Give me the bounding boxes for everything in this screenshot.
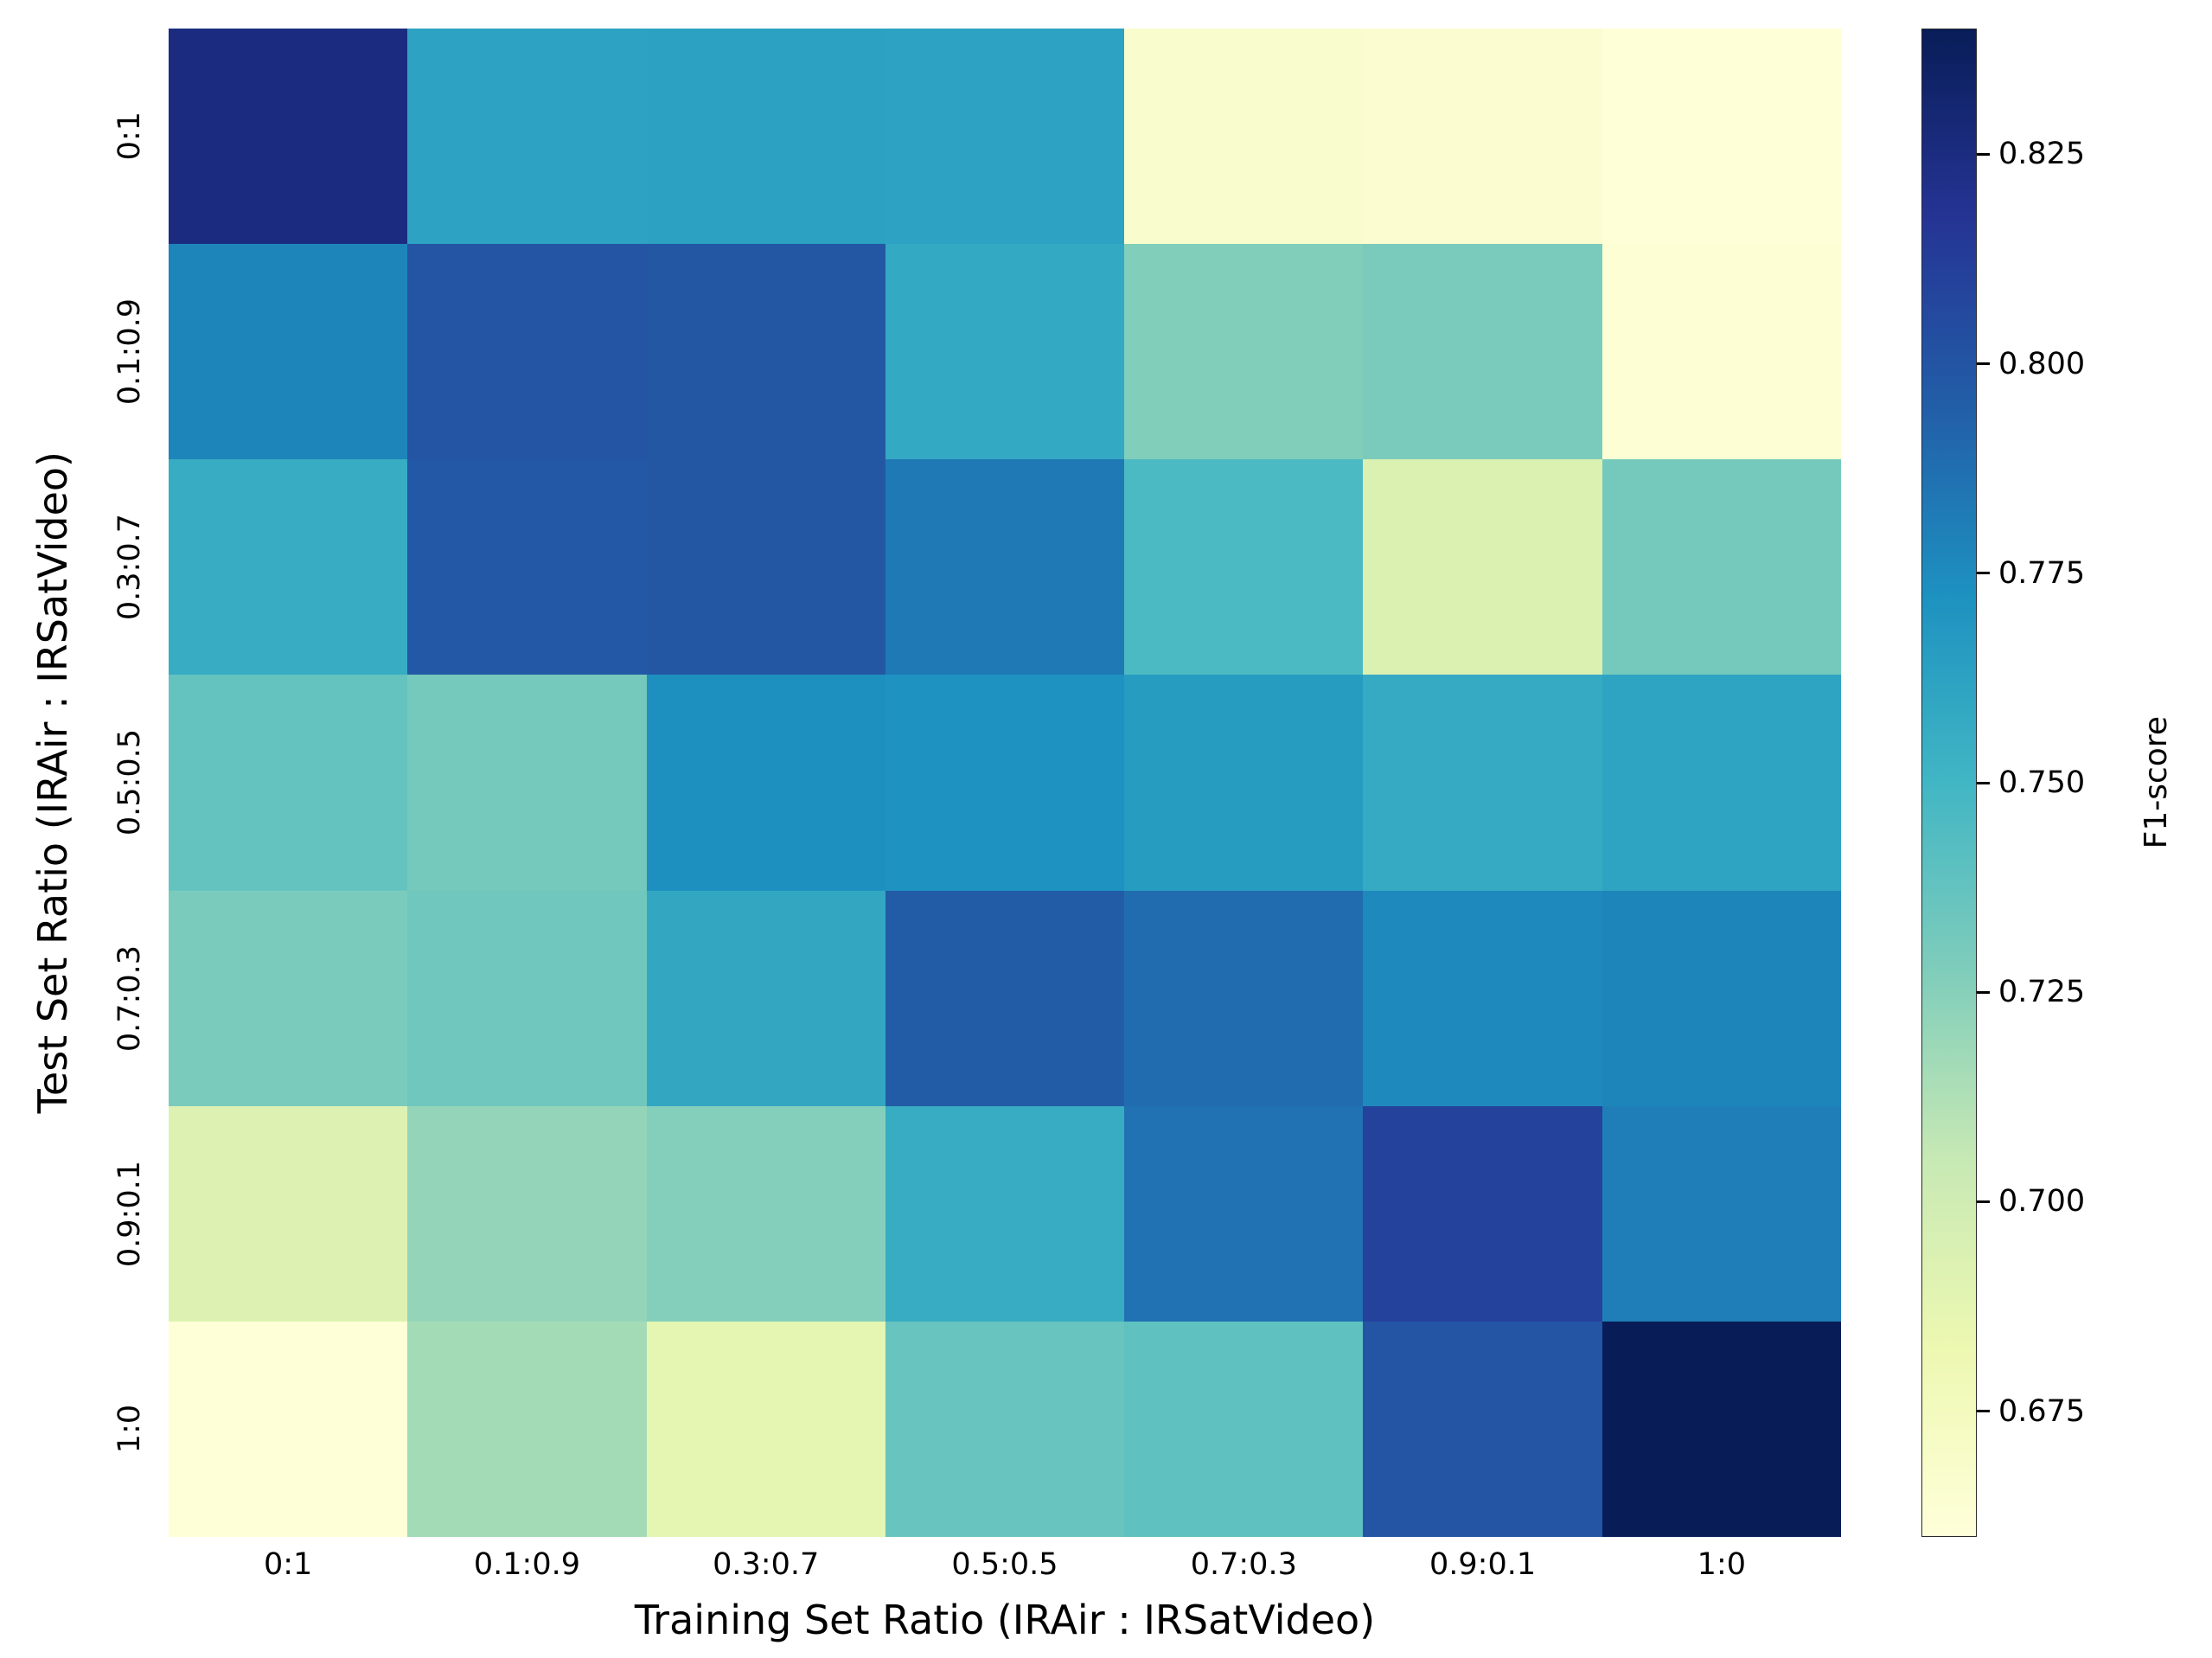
- heatmap-cell: [885, 459, 1125, 675]
- heatmap-cell: [1601, 1321, 1841, 1537]
- colorbar-tick-mark: [1977, 362, 1990, 366]
- heatmap-cell: [169, 459, 408, 675]
- heatmap-cell: [407, 1321, 647, 1537]
- x-tick-label: 0:1: [263, 1547, 313, 1582]
- heatmap-cell: [885, 675, 1125, 891]
- heatmap-cell: [169, 675, 408, 891]
- heatmap-cell: [646, 1105, 885, 1322]
- heatmap-cell: [1363, 1321, 1602, 1537]
- x-tick-labels: 0:1 0.1:0.9 0.3:0.7 0.5:0.5 0.7:0.3 0.9:0.1 1:…: [169, 1547, 1841, 1589]
- heatmap-cell: [407, 890, 647, 1106]
- heatmap-cell: [1601, 244, 1841, 460]
- heatmap-cell: [1601, 1105, 1841, 1322]
- heatmap-cell: [885, 1321, 1125, 1537]
- y-tick-label: 1:0: [112, 1405, 147, 1454]
- colorbar-ticks: 0.675 0.700 0.725 0.750 0.775 0.800 0.825: [1977, 29, 2124, 1537]
- heatmap-cell: [1363, 459, 1602, 675]
- colorbar-tick-label: 0.775: [1998, 555, 2086, 591]
- colorbar-tick: 0.800: [1977, 347, 2085, 381]
- heatmap-cell: [407, 244, 647, 460]
- heatmap-cell: [407, 459, 647, 675]
- y-tick-labels: 0:1 0.1:0.9 0.3:0.7 0.5:0.5 0.7:0.3 0.9:0.1 1:…: [102, 29, 157, 1537]
- heatmap-cell: [407, 29, 647, 245]
- colorbar-tick: 0.700: [1977, 1184, 2085, 1219]
- x-tick-label: 0.9:0.1: [1429, 1547, 1537, 1582]
- colorbar-tick-label: 0.725: [1998, 975, 2086, 1010]
- heatmap-cell: [1363, 890, 1602, 1106]
- heatmap-cell: [169, 244, 408, 460]
- colorbar-label-text: F1-score: [2138, 716, 2174, 849]
- y-tick-label: 0:1: [112, 112, 147, 161]
- heatmap-cell: [646, 29, 885, 245]
- colorbar-tick-mark: [1977, 152, 1990, 156]
- heatmap-cell: [1601, 29, 1841, 245]
- heatmap-cell: [1363, 244, 1602, 460]
- x-tick-label: 0.5:0.5: [951, 1547, 1058, 1582]
- y-tick-label: 0.7:0.3: [112, 944, 147, 1052]
- colorbar-tick-mark: [1977, 1410, 1990, 1413]
- heatmap-cell: [1363, 29, 1602, 245]
- colorbar-tick-mark: [1977, 1200, 1990, 1203]
- heatmap-cell: [885, 1105, 1125, 1322]
- heatmap-cell: [407, 1105, 647, 1322]
- heatmap-cell: [169, 890, 408, 1106]
- colorbar-tick-label: 0.800: [1998, 346, 2086, 381]
- colorbar-tick: 0.675: [1977, 1394, 2085, 1429]
- x-tick-label: 0.1:0.9: [473, 1547, 580, 1582]
- colorbar-label: F1-score: [2134, 29, 2177, 1537]
- colorbar-tick-label: 0.750: [1998, 765, 2086, 800]
- heatmap-cell: [1363, 1105, 1602, 1322]
- y-tick-label: 0.9:0.1: [112, 1160, 147, 1267]
- y-axis-label-text: Test Set Ratio (IRAir : IRSatVideo): [29, 451, 76, 1114]
- colorbar-tick-label: 0.825: [1998, 137, 2086, 172]
- heatmap-cell: [646, 244, 885, 460]
- colorbar-tick: 0.775: [1977, 556, 2085, 591]
- x-axis-label: Training Set Ratio (IRAir : IRSatVideo): [634, 1597, 1376, 1643]
- colorbar-tick: 0.725: [1977, 975, 2085, 1009]
- heatmap-cell: [169, 1105, 408, 1322]
- colorbar-tick-label: 0.675: [1998, 1393, 2086, 1429]
- colorbar-tick-mark: [1977, 572, 1990, 575]
- heatmap-cell: [1124, 244, 1364, 460]
- x-tick-label: 0.3:0.7: [713, 1547, 820, 1582]
- heatmap-cell: [885, 890, 1125, 1106]
- y-tick-label: 0.5:0.5: [112, 729, 147, 836]
- heatmap-cell: [1601, 890, 1841, 1106]
- colorbar: [1921, 29, 1977, 1537]
- heatmap-cell: [1124, 29, 1364, 245]
- heatmap-cell: [1124, 675, 1364, 891]
- heatmap-cell: [1124, 1321, 1364, 1537]
- heatmap-cell: [1124, 459, 1364, 675]
- colorbar-tick: 0.825: [1977, 137, 2085, 171]
- colorbar-tick: 0.750: [1977, 765, 2085, 800]
- colorbar-tick-label: 0.700: [1998, 1184, 2086, 1219]
- heatmap-cell: [407, 675, 647, 891]
- colorbar-tick-mark: [1977, 781, 1990, 784]
- heatmap-cell: [646, 459, 885, 675]
- heatmap-cell: [646, 890, 885, 1106]
- heatmap-cell: [646, 1321, 885, 1537]
- heatmap-cell: [885, 244, 1125, 460]
- y-axis-label: Test Set Ratio (IRAir : IRSatVideo): [24, 29, 81, 1537]
- heatmap-grid: [169, 29, 1841, 1537]
- heatmap-cell: [885, 29, 1125, 245]
- x-tick-label: 1:0: [1697, 1547, 1746, 1582]
- heatmap-cell: [1124, 890, 1364, 1106]
- heatmap-cell: [1601, 675, 1841, 891]
- heatmap-cell: [1363, 675, 1602, 891]
- colorbar-tick-mark: [1977, 990, 1990, 994]
- heatmap-cell: [169, 29, 408, 245]
- heatmap-cell: [1124, 1105, 1364, 1322]
- y-tick-label: 0.1:0.9: [112, 298, 147, 406]
- heatmap-cell: [646, 675, 885, 891]
- heatmap-cell: [1601, 459, 1841, 675]
- y-tick-label: 0.3:0.7: [112, 514, 147, 621]
- heatmap-cell: [169, 1321, 408, 1537]
- x-tick-label: 0.7:0.3: [1190, 1547, 1297, 1582]
